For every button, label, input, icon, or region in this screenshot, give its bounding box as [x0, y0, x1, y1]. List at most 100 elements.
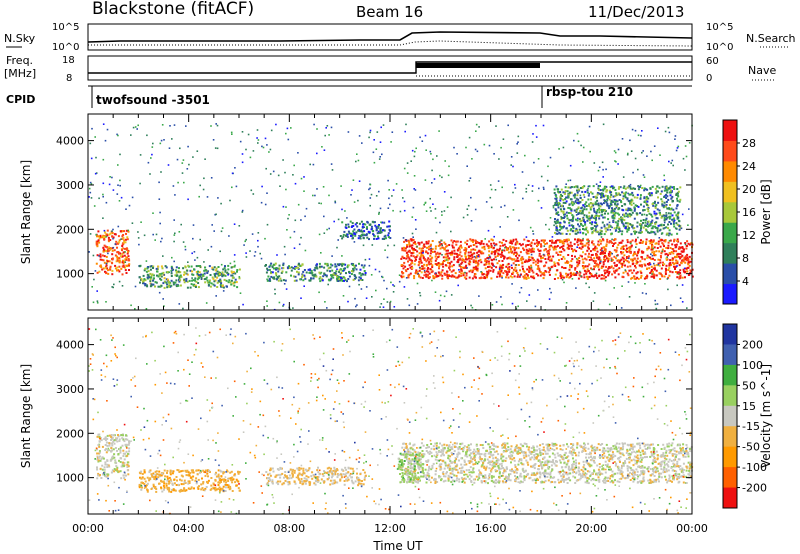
echo-cell: [622, 271, 625, 274]
echo-cell: [676, 217, 679, 220]
echo-cell: [471, 158, 473, 160]
echo-cell: [688, 255, 691, 258]
echo-cell: [649, 222, 652, 225]
echo-cell: [389, 237, 392, 239]
echo-cell: [179, 274, 182, 277]
echo-cell: [681, 301, 684, 303]
echo-cell: [641, 292, 644, 294]
echo-cell: [555, 209, 558, 212]
echo-cell: [125, 443, 128, 446]
echo-cell: [573, 202, 576, 205]
echo-cell: [539, 274, 542, 277]
echo-cell: [146, 488, 148, 491]
echo-cell: [103, 261, 106, 264]
echo-cell: [339, 279, 341, 282]
echo-cell: [574, 185, 577, 188]
echo-cell: [599, 185, 601, 187]
echo-cell: [650, 269, 653, 271]
echo-cell: [106, 437, 109, 440]
echo-cell: [328, 279, 331, 282]
echo-cell: [341, 255, 343, 257]
echo-cell: [124, 443, 127, 446]
echo-cell: [300, 297, 302, 299]
echo-cell: [180, 488, 183, 491]
echo-cell: [160, 486, 162, 489]
echo-cell: [316, 152, 318, 155]
echo-cell: [148, 477, 151, 480]
echo-cell: [602, 246, 605, 249]
echo-cell: [213, 266, 216, 269]
echo-cell: [102, 250, 105, 253]
echo-cell: [470, 196, 472, 199]
echo-cell: [347, 278, 350, 280]
echo-cell: [480, 250, 483, 253]
echo-cell: [351, 270, 353, 272]
echo-cell: [143, 477, 146, 480]
echo-cell: [671, 218, 674, 221]
echo-cell: [636, 257, 639, 260]
echo-cell: [610, 240, 613, 243]
echo-cell: [101, 258, 104, 261]
echo-cell: [408, 249, 411, 252]
echo-cell: [383, 298, 385, 300]
echo-cell: [614, 257, 617, 260]
echo-cell: [241, 153, 244, 155]
echo-cell: [285, 271, 288, 274]
echo-cell: [413, 263, 416, 266]
echo-cell: [104, 439, 107, 442]
echo-cell: [198, 195, 200, 198]
echo-cell: [446, 276, 449, 279]
echo-cell: [375, 148, 378, 150]
echo-cell: [424, 201, 427, 204]
echo-cell: [483, 143, 486, 146]
echo-cell: [584, 203, 587, 206]
echo-cell: [645, 243, 647, 245]
echo-cell: [532, 271, 535, 274]
echo-cell: [655, 307, 658, 310]
echo-cell: [105, 262, 108, 265]
echo-cell: [288, 267, 291, 269]
echo-cell: [463, 267, 466, 269]
echo-cell: [657, 224, 660, 227]
echo-cell: [105, 235, 108, 238]
echo-cell: [595, 254, 598, 257]
echo-cell: [535, 263, 538, 266]
echo-cell: [586, 275, 588, 278]
echo-cell: [342, 235, 345, 238]
echo-cell: [266, 223, 269, 226]
echo-cell: [531, 257, 534, 260]
echo-cell: [569, 179, 572, 182]
echo-cell: [126, 236, 129, 239]
echo-cell: [121, 249, 123, 252]
echo-cell: [433, 250, 436, 253]
echo-cell: [613, 270, 615, 273]
echo-cell: [478, 277, 481, 280]
echo-cell: [515, 238, 518, 241]
echo-cell: [637, 252, 639, 255]
echo-cell: [112, 434, 115, 437]
echo-cell: [233, 265, 236, 268]
echo-cell: [155, 470, 158, 473]
echo-cell: [615, 205, 618, 208]
echo-cell: [100, 266, 103, 269]
echo-cell: [565, 211, 568, 214]
echo-cell: [581, 242, 584, 245]
echo-cell: [655, 217, 658, 220]
echo-cell: [113, 283, 115, 286]
echo-cell: [256, 137, 258, 139]
echo-cell: [554, 241, 557, 244]
echo-cell: [539, 255, 542, 258]
echo-cell: [166, 283, 169, 286]
echo-cell: [429, 254, 432, 257]
echo-cell: [466, 239, 469, 242]
echo-cell: [650, 270, 653, 273]
echo-cell: [538, 187, 540, 190]
echo-cell: [469, 255, 472, 257]
echo-cell: [350, 262, 353, 265]
echo-cell: [217, 475, 220, 478]
echo-cell: [533, 242, 536, 245]
echo-cell: [501, 303, 503, 306]
echo-cell: [108, 260, 111, 263]
echo-cell: [327, 267, 330, 270]
echo-cell: [302, 279, 305, 282]
